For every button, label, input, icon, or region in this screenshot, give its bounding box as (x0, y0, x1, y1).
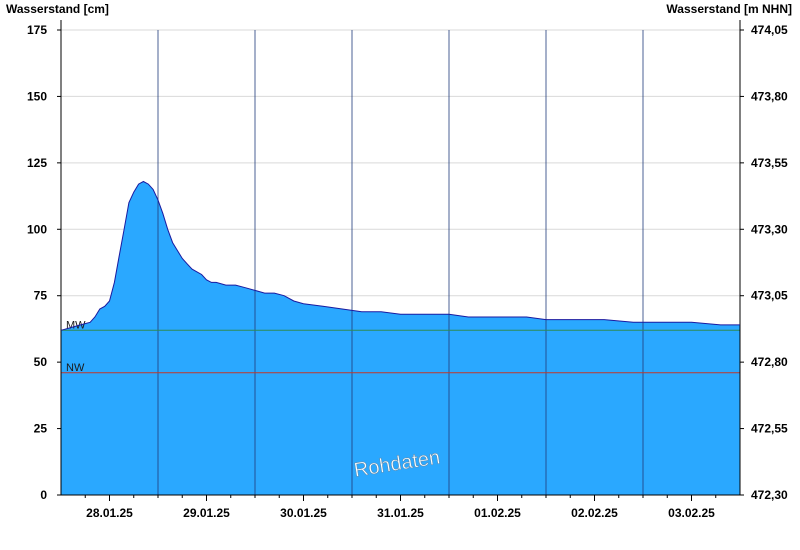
x-ticks: 28.01.25 29.01.25 30.01.25 31.01.25 01.02.25… (84, 495, 717, 520)
x-tick-label-5: 02.02.25 (571, 506, 618, 520)
x-tick-label-4: 01.02.25 (474, 506, 521, 520)
y-tick-right-label-2: 472,80 (751, 355, 788, 369)
y-tick-left-label-3: 75 (34, 289, 48, 303)
y-tick-left-label-7: 175 (27, 23, 47, 37)
y-axis-right-label: Wasserstand [m NHN] (666, 2, 792, 16)
y-tick-left-label-2: 50 (34, 355, 48, 369)
x-tick-label-2: 30.01.25 (280, 506, 327, 520)
x-tick-label-6: 03.02.25 (668, 506, 715, 520)
y-tick-left-label-0: 0 (40, 488, 47, 502)
y-tick-left-label-6: 150 (27, 89, 47, 103)
y-ticks-left: 0 25 50 75 100 125 150 175 (27, 23, 61, 502)
y-ticks-right: 472,30 472,55 472,80 473,05 473,30 473,55 473,… (740, 23, 788, 502)
y-axis-left-label: Wasserstand [cm] (6, 2, 109, 16)
x-tick-label-3: 31.01.25 (377, 506, 424, 520)
y-tick-right-label-5: 473,55 (751, 156, 788, 170)
ref-label-mw: MW (66, 319, 86, 331)
y-tick-left-label-4: 100 (27, 222, 47, 236)
day-separator-lines (157, 30, 644, 495)
y-tick-right-label-6: 473,80 (751, 89, 788, 103)
y-tick-right-label-3: 473,05 (751, 289, 788, 303)
x-tick-label-0: 28.01.25 (86, 506, 133, 520)
water-level-line (60, 180, 740, 331)
y-tick-right-label-0: 472,30 (751, 488, 788, 502)
y-tick-left-label-1: 25 (34, 422, 48, 436)
y-tick-right-label-4: 473,30 (751, 222, 788, 236)
y-tick-right-label-7: 474,05 (751, 23, 788, 37)
ref-label-nw: NW (66, 362, 85, 374)
y-tick-left-label-5: 125 (27, 156, 47, 170)
reference-lines: MW NW (61, 319, 740, 374)
y-tick-right-label-1: 472,55 (751, 422, 788, 436)
x-tick-label-1: 29.01.25 (183, 506, 230, 520)
water-level-area (61, 181, 740, 495)
